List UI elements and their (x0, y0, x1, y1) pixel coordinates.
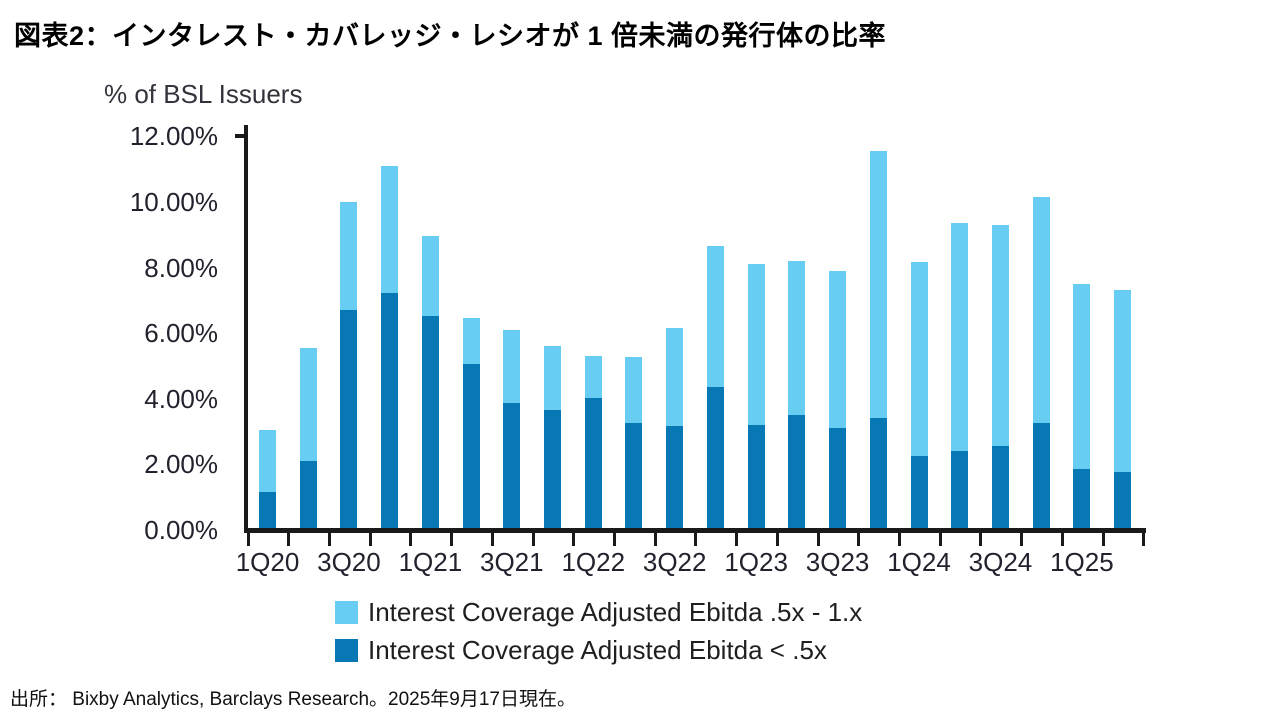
legend-item-5x-1x: Interest Coverage Adjusted Ebitda .5x - … (335, 593, 862, 631)
bar-segment-lt-5x (1114, 472, 1132, 528)
legend-label-lt-5x: Interest Coverage Adjusted Ebitda < .5x (368, 634, 827, 665)
bar-segment-lt-5x (1073, 468, 1091, 528)
x-axis-tick (816, 533, 820, 546)
bar-segment-lt-5x (951, 450, 969, 528)
x-axis-tick (653, 533, 657, 546)
bar-segment-lt-5x (1032, 423, 1050, 528)
legend-label-5x-1x: Interest Coverage Adjusted Ebitda .5x - … (368, 596, 863, 627)
bar-segment-lt-5x (381, 293, 399, 528)
y-axis-tick-label: 8.00% (144, 252, 218, 283)
y-axis-tick-label: 2.00% (144, 449, 218, 480)
x-axis-tick-label: 3Q22 (642, 547, 707, 577)
y-axis-top-tick (235, 134, 244, 139)
x-axis-tick-label: 3Q21 (480, 547, 544, 577)
x-axis-tick (735, 533, 739, 546)
x-axis-tick-label: 1Q20 (235, 547, 300, 577)
bar-segment-lt-5x (299, 460, 317, 528)
x-axis-tick (938, 533, 942, 546)
bar-segment-lt-5x (544, 409, 562, 528)
bar-segment-lt-5x (910, 455, 928, 528)
x-axis-tick (1020, 533, 1024, 546)
bar-segment-5x-1x (584, 355, 602, 399)
y-axis-tick-label: 4.00% (144, 383, 218, 414)
bar-segment-lt-5x (869, 418, 887, 528)
bar-segment-5x-1x (462, 318, 480, 364)
bar-segment-lt-5x (991, 446, 1009, 528)
bar-segment-5x-1x (1114, 290, 1132, 473)
bar-segment-lt-5x (829, 427, 847, 528)
x-axis-line (244, 528, 1146, 533)
x-axis-tick (775, 533, 779, 546)
x-axis-tick (246, 533, 250, 546)
bar-segment-5x-1x (869, 150, 887, 419)
x-axis-tick (857, 533, 861, 546)
x-axis-tick (531, 533, 535, 546)
bar-segment-lt-5x (584, 398, 602, 528)
x-axis-tick (287, 533, 291, 546)
bar-segment-5x-1x (299, 347, 317, 461)
bar-segment-5x-1x (666, 327, 684, 427)
legend: Interest Coverage Adjusted Ebitda .5x - … (335, 593, 862, 669)
bar-segment-5x-1x (1073, 283, 1091, 469)
bar-segment-lt-5x (462, 364, 480, 528)
bar-segment-lt-5x (788, 414, 806, 528)
legend-swatch-light-blue (335, 600, 358, 624)
bar-segment-lt-5x (259, 491, 276, 528)
x-axis-tick (1142, 533, 1146, 546)
bar-segment-5x-1x (381, 165, 399, 294)
bar-segment-lt-5x (503, 403, 521, 528)
bar-segment-5x-1x (747, 263, 765, 425)
x-axis-tick (368, 533, 372, 546)
y-axis-tick-label: 12.00% (129, 121, 218, 152)
legend-swatch-dark-blue (335, 638, 358, 662)
bar-segment-5x-1x (991, 224, 1009, 446)
x-axis-tick-label: 3Q24 (968, 547, 1033, 577)
x-axis-tick-label: 1Q22 (561, 547, 626, 577)
bar-segment-5x-1x (706, 245, 724, 387)
x-axis-tick (979, 533, 983, 546)
bar-segment-lt-5x (340, 309, 358, 528)
bar-segment-lt-5x (625, 423, 643, 528)
x-axis-tick (490, 533, 494, 546)
x-axis-tick (1101, 533, 1105, 546)
bar-segment-lt-5x (706, 386, 724, 528)
bar-segment-5x-1x (503, 329, 521, 404)
y-axis-tick-label: 10.00% (129, 187, 218, 217)
y-axis-line (244, 125, 248, 533)
x-axis-tick-label: 1Q25 (1050, 547, 1114, 577)
x-axis-tick-label: 1Q24 (887, 547, 951, 577)
bar-segment-5x-1x (421, 236, 439, 317)
bar-segment-5x-1x (544, 345, 562, 410)
x-axis-tick (612, 533, 616, 546)
x-axis-tick (572, 533, 576, 546)
bar-segment-5x-1x (259, 429, 276, 492)
bar-segment-lt-5x (747, 424, 765, 528)
bar-segment-lt-5x (421, 316, 439, 528)
x-axis-tick (694, 533, 698, 546)
bar-segment-5x-1x (951, 222, 969, 451)
x-axis-tick (898, 533, 902, 546)
x-axis-tick-label: 1Q23 (724, 547, 788, 577)
y-axis-title: % of BSL Issuers (104, 79, 303, 109)
bar-segment-5x-1x (788, 260, 806, 415)
figure-title: 図表2：インタレスト・カバレッジ・レシオが 1 倍未満の発行体の比率 (14, 21, 887, 51)
bar-segment-5x-1x (625, 357, 643, 424)
y-axis-tick-label: 0.00% (144, 515, 218, 545)
x-axis-tick (450, 533, 454, 546)
bar-segment-5x-1x (1032, 196, 1050, 424)
bar-segment-5x-1x (910, 262, 928, 456)
x-axis-tick-label: 1Q21 (398, 547, 463, 577)
y-axis-tick-label: 6.00% (144, 318, 218, 349)
bar-segment-lt-5x (666, 426, 684, 528)
x-axis-tick (327, 533, 331, 546)
bar-segment-5x-1x (340, 201, 358, 310)
source-note: 出所： Bixby Analytics, Barclays Research。2… (10, 689, 576, 710)
bar-segment-5x-1x (829, 270, 847, 428)
x-axis-tick-label: 3Q20 (317, 547, 381, 577)
x-axis-tick (409, 533, 413, 546)
x-axis-tick-label: 3Q23 (805, 547, 870, 577)
legend-item-lt-5x: Interest Coverage Adjusted Ebitda < .5x (335, 631, 862, 669)
x-axis-tick (1060, 533, 1064, 546)
